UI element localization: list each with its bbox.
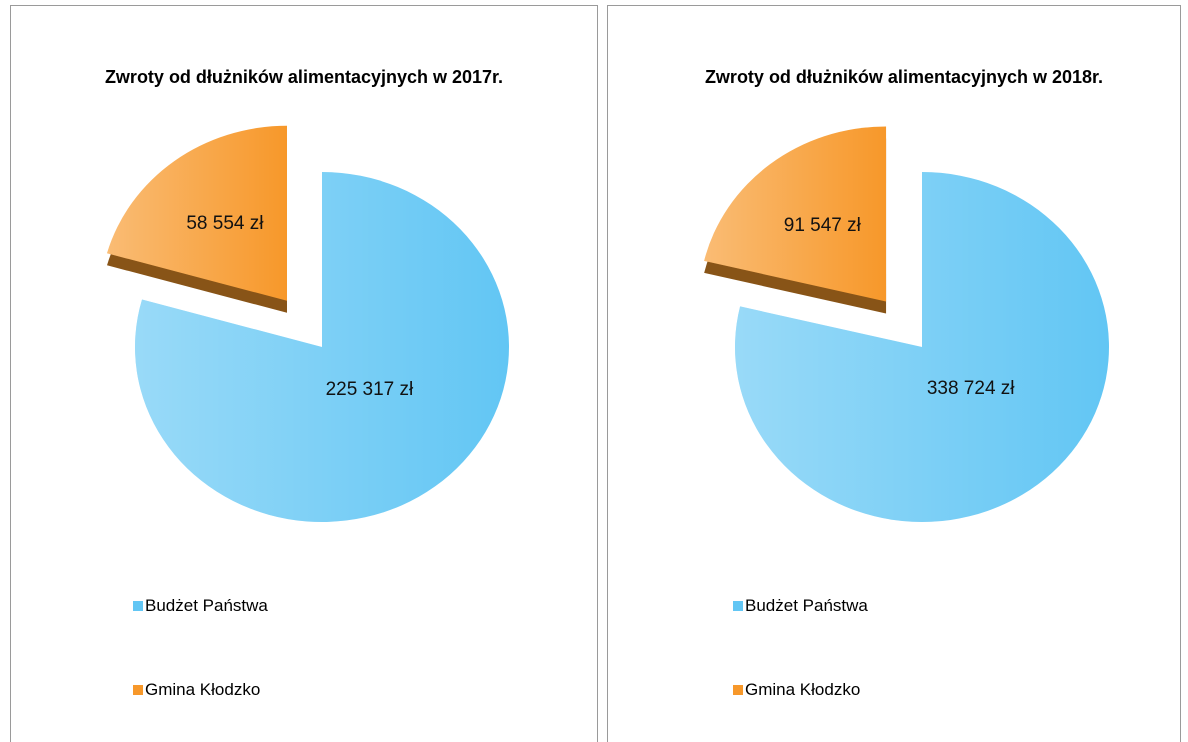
legend-label: Gmina Kłodzko bbox=[145, 680, 261, 699]
slice-shine bbox=[704, 126, 887, 302]
chart-panel bbox=[10, 5, 598, 742]
legend-swatch bbox=[133, 601, 143, 611]
legend-swatch bbox=[133, 685, 143, 695]
legend-label: Gmina Kłodzko bbox=[745, 680, 861, 699]
chart-title: Zwroty od dłużników alimentacyjnych w 20… bbox=[104, 67, 504, 87]
slice-shine bbox=[107, 125, 287, 301]
slice-shine bbox=[735, 172, 1110, 522]
data-label: 338 724 zł bbox=[926, 377, 1015, 399]
legend-swatch bbox=[733, 601, 743, 611]
legend-swatch bbox=[733, 685, 743, 695]
chart-title: Zwroty od dłużników alimentacyjnych w 20… bbox=[704, 67, 1104, 87]
data-label: 91 547 zł bbox=[783, 214, 861, 236]
legend-label: Budżet Państwa bbox=[745, 596, 868, 615]
data-label: 58 554 zł bbox=[186, 213, 264, 235]
legend-label: Budżet Państwa bbox=[145, 596, 268, 615]
chart-panel bbox=[607, 5, 1181, 742]
data-label: 225 317 zł bbox=[325, 378, 414, 400]
slice-shine bbox=[135, 172, 509, 522]
